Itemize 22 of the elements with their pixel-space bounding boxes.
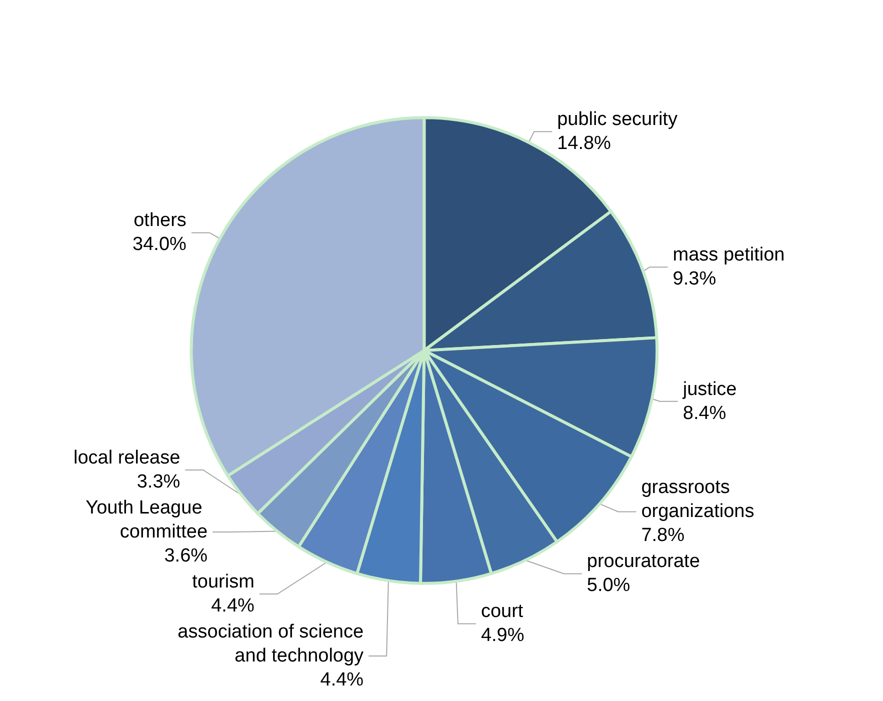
data-label: 14.8%: [557, 133, 612, 154]
data-label: 4.4%: [320, 670, 364, 690]
data-label: 4.9%: [480, 625, 524, 646]
data-label: 8.4%: [682, 402, 726, 424]
slice-label: local release: [73, 448, 180, 468]
data-label: 3.6%: [164, 546, 208, 566]
slice-label: tourism: [192, 572, 254, 592]
slice-label: association of science and technology: [178, 622, 364, 666]
data-label: 5.0%: [586, 575, 630, 596]
slice-label: grassroots organizations: [641, 477, 754, 522]
data-label: 34.0%: [132, 234, 187, 256]
slice-label: justice: [682, 378, 737, 400]
data-label: 9.3%: [672, 268, 716, 290]
slice-label: court: [480, 601, 524, 622]
data-label: 3.3%: [136, 472, 180, 492]
slice-label: Youth League committee: [86, 498, 208, 542]
data-label: 4.4%: [211, 596, 255, 616]
slice-label: others: [134, 210, 186, 232]
data-label: 7.8%: [641, 525, 685, 546]
slice-label: mass petition: [672, 244, 785, 266]
slice-label: procuratorate: [586, 551, 700, 572]
slice-label: public security: [557, 109, 678, 130]
